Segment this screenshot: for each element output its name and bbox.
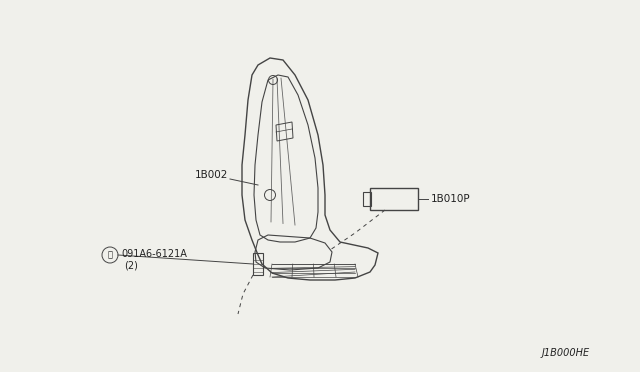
Bar xyxy=(363,192,371,206)
Text: J1B000HE: J1B000HE xyxy=(542,348,590,358)
Text: 1B002: 1B002 xyxy=(195,170,228,180)
Text: 1B010P: 1B010P xyxy=(431,194,470,204)
Text: 091A6-6121A: 091A6-6121A xyxy=(121,249,187,259)
Text: ⑲: ⑲ xyxy=(108,250,113,260)
Text: (2): (2) xyxy=(124,261,138,271)
Bar xyxy=(370,188,418,210)
Bar xyxy=(253,253,263,275)
